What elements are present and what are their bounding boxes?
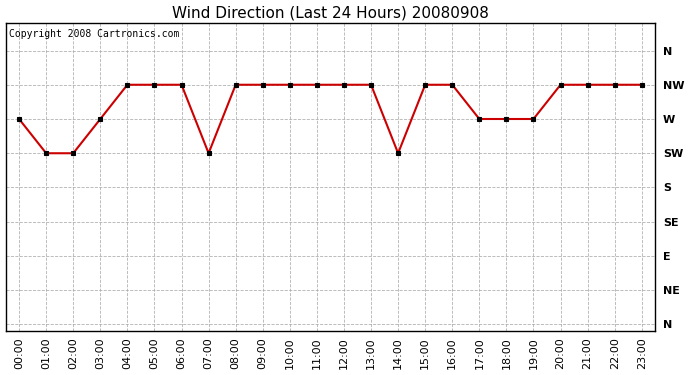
- Title: Wind Direction (Last 24 Hours) 20080908: Wind Direction (Last 24 Hours) 20080908: [172, 6, 489, 21]
- Text: Copyright 2008 Cartronics.com: Copyright 2008 Cartronics.com: [9, 29, 179, 39]
